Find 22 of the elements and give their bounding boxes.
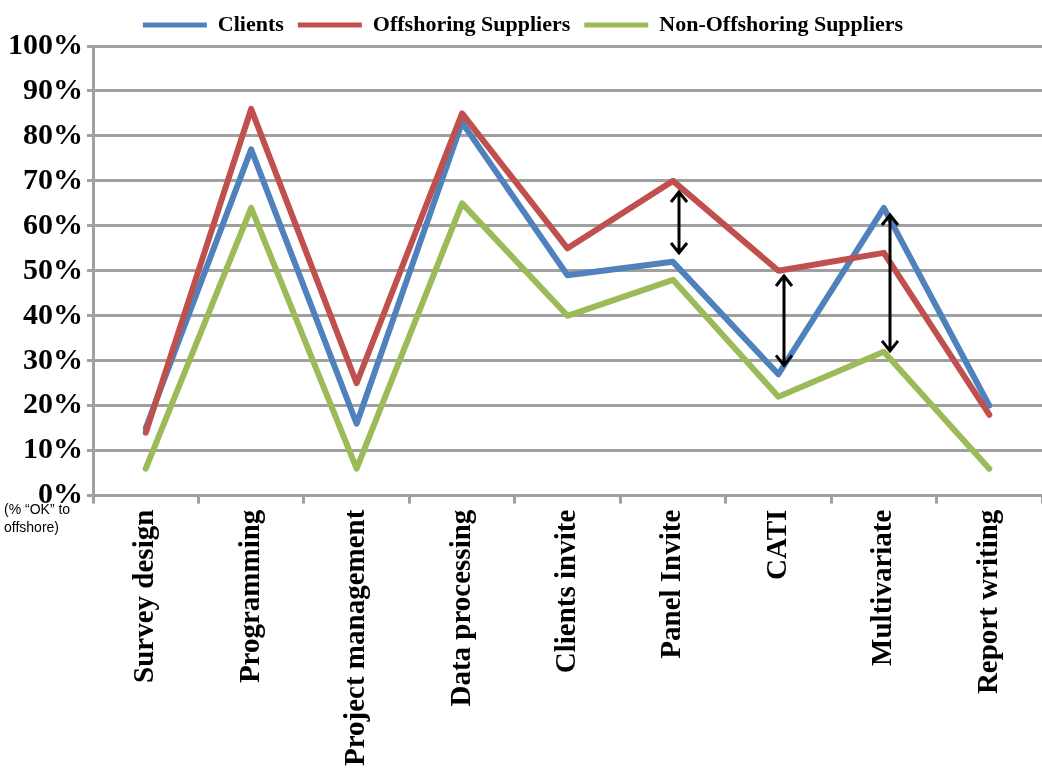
y-tick-label: 90% (23, 71, 83, 105)
x-tick-label: Programming (232, 509, 265, 684)
legend-label: Clients (217, 10, 285, 36)
y-tick-label: 60% (23, 206, 83, 240)
y-tick-label: 80% (23, 116, 83, 150)
y-tick-label: 70% (23, 161, 83, 195)
x-tick-label: Multivariate (865, 509, 898, 666)
x-tick-label: Data processing (443, 509, 476, 707)
x-tick-label: Panel Invite (654, 509, 687, 659)
y-tick-label: 40% (23, 296, 83, 330)
y-tick-label: 20% (23, 386, 83, 420)
x-tick-label: Survey design (127, 509, 160, 683)
legend-label: Offshoring Suppliers (372, 10, 571, 36)
y-tick-label: 100% (8, 26, 83, 60)
y-tick-label: 30% (23, 341, 83, 375)
y-tick-label: 50% (23, 251, 83, 285)
x-tick-label: CATI (759, 509, 792, 581)
x-tick-label: Clients invite (548, 509, 581, 674)
legend-label: Non-Offshoring Suppliers (659, 10, 904, 36)
x-tick-label: Report writing (970, 509, 1003, 695)
x-tick-label: Project management (338, 509, 371, 766)
y-tick-label: 10% (23, 431, 83, 465)
